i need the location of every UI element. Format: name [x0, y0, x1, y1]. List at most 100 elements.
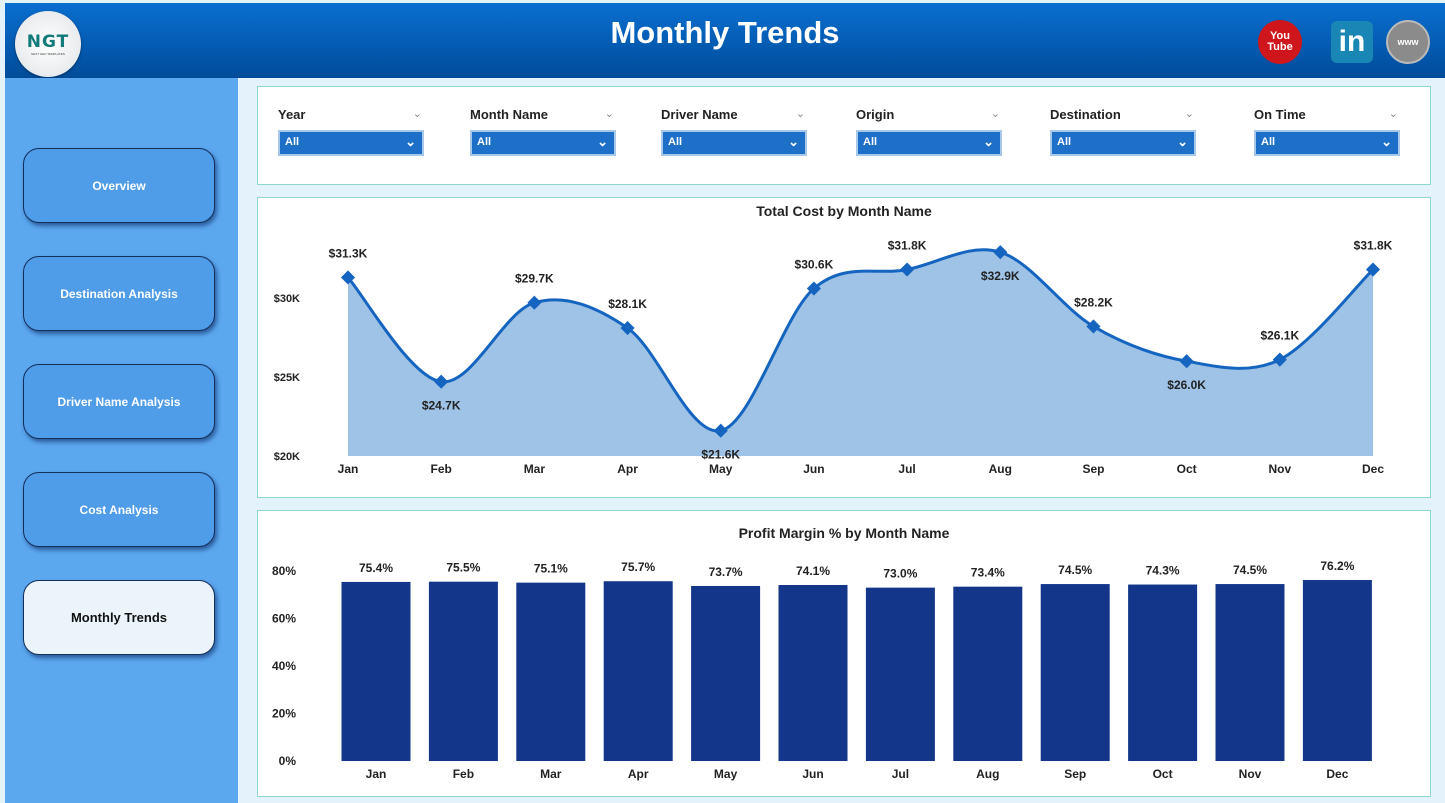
chevron-down-icon[interactable]: ⌄ [1388, 108, 1398, 120]
filter-value: All [863, 136, 878, 148]
filter-label: Driver Name [661, 107, 738, 122]
chevron-down-icon: ⌄ [597, 134, 608, 149]
data-label: 76.2% [1320, 559, 1354, 573]
profit-bar [1215, 584, 1285, 761]
chevron-down-icon[interactable]: ⌄ [795, 108, 805, 120]
profit-bar [953, 586, 1023, 761]
linkedin-icon[interactable]: in [1331, 21, 1373, 63]
filter-label: Destination [1050, 107, 1121, 122]
profit-margin-chart: Profit Margin % by Month Name 0% 20% 40% 60… [257, 510, 1431, 797]
data-point-marker [993, 245, 1008, 260]
profit-bar [516, 582, 586, 761]
data-label: $26.0K [1167, 378, 1206, 392]
data-label: 74.3% [1146, 564, 1180, 578]
profit-bar [428, 581, 498, 761]
filter-value: All [1057, 136, 1072, 148]
filter-panel: Year ⌄ All ⌄ Month Name ⌄ All ⌄ Driver Name ⌄ All ⌄… [257, 86, 1431, 185]
x-tick-label: Jan [338, 462, 359, 476]
chevron-down-icon: ⌄ [405, 134, 416, 149]
filter-dropdown[interactable]: All ⌄ [1050, 130, 1196, 156]
nav-destination-analysis[interactable]: Destination Analysis [23, 256, 215, 331]
nav-overview[interactable]: Overview [23, 148, 215, 223]
x-tick-label: Dec [1326, 767, 1348, 781]
y-tick-label: 80% [272, 564, 296, 578]
filter-month-name[interactable]: Month Name ⌄ All ⌄ [470, 107, 616, 156]
data-point-marker [340, 270, 356, 285]
filter-on-time[interactable]: On Time ⌄ All ⌄ [1254, 107, 1400, 156]
data-point-marker [713, 423, 728, 438]
profit-bar [1302, 580, 1372, 761]
x-tick-label: Apr [628, 767, 649, 781]
data-label: $31.8K [1354, 239, 1393, 253]
chevron-down-icon[interactable]: ⌄ [1184, 108, 1194, 120]
chart-title: Total Cost by Month Name [756, 203, 932, 219]
data-label: $29.7K [515, 272, 554, 286]
nav-cost-analysis[interactable]: Cost Analysis [23, 472, 215, 547]
header: NGT NEXT GEN TEMPLATES Monthly Trends You… [5, 3, 1445, 78]
x-tick-label: May [714, 767, 738, 781]
data-point-marker [900, 262, 915, 277]
x-tick-label: Feb [431, 462, 452, 476]
data-label: $30.6K [795, 258, 834, 272]
filter-dropdown[interactable]: All ⌄ [661, 130, 807, 156]
data-label: 74.5% [1058, 563, 1092, 577]
filter-dropdown[interactable]: All ⌄ [278, 130, 424, 156]
x-tick-label: Jun [803, 462, 824, 476]
chevron-down-icon: ⌄ [1177, 134, 1188, 149]
filter-year[interactable]: Year ⌄ All ⌄ [278, 107, 424, 156]
x-tick-label: Aug [989, 462, 1012, 476]
bar-chart-svg: 0% 20% 40% 60% 80% 75.4% Jan 75.5% Feb 75.1% Mar 75… [272, 559, 1372, 781]
x-tick-label: Oct [1153, 767, 1173, 781]
ngt-logo: NGT NEXT GEN TEMPLATES [15, 11, 81, 77]
profit-bar [691, 585, 761, 761]
chevron-down-icon[interactable]: ⌄ [990, 108, 1000, 120]
profit-bar [778, 585, 848, 761]
filter-destination[interactable]: Destination ⌄ All ⌄ [1050, 107, 1196, 156]
y-tick-label: $20K [274, 451, 300, 463]
x-tick-label: Feb [453, 767, 474, 781]
profit-bar [865, 587, 935, 761]
x-tick-label: Apr [617, 462, 638, 476]
logo-text: NGT [26, 32, 70, 52]
chevron-down-icon: ⌄ [788, 134, 799, 149]
y-tick-label: 20% [272, 707, 296, 721]
profit-bar [341, 581, 411, 761]
data-point-marker [434, 374, 449, 389]
chevron-down-icon[interactable]: ⌄ [412, 108, 422, 120]
data-label: 75.1% [534, 562, 568, 576]
filter-label: Year [278, 107, 306, 122]
filter-dropdown[interactable]: All ⌄ [1254, 130, 1400, 156]
filter-label: On Time [1254, 107, 1306, 122]
youtube-icon[interactable]: You Tube [1258, 20, 1302, 64]
x-tick-label: Mar [540, 767, 562, 781]
x-tick-label: May [709, 462, 733, 476]
profit-bar [1128, 584, 1198, 761]
filter-origin[interactable]: Origin ⌄ All ⌄ [856, 107, 1002, 156]
profit-bar [1040, 584, 1110, 761]
globe-icon[interactable]: www [1386, 20, 1430, 64]
data-point-marker [1365, 262, 1381, 277]
x-tick-label: Jun [802, 767, 823, 781]
data-label: $28.1K [608, 297, 647, 311]
x-tick-label: Oct [1177, 462, 1197, 476]
x-tick-label: Jul [892, 767, 909, 781]
nav-driver-name-analysis[interactable]: Driver Name Analysis [23, 364, 215, 439]
data-label: 75.4% [359, 561, 393, 575]
data-label: 73.0% [883, 567, 917, 581]
y-tick-label: 60% [272, 612, 296, 626]
filter-dropdown[interactable]: All ⌄ [856, 130, 1002, 156]
x-tick-label: Jan [366, 767, 387, 781]
filter-driver-name[interactable]: Driver Name ⌄ All ⌄ [661, 107, 807, 156]
data-label: $21.6K [701, 448, 740, 462]
data-point-marker [1179, 354, 1194, 369]
data-label: 75.5% [446, 561, 480, 575]
nav-monthly-trends[interactable]: Monthly Trends [23, 580, 215, 655]
filter-dropdown[interactable]: All ⌄ [470, 130, 616, 156]
chevron-down-icon[interactable]: ⌄ [604, 108, 614, 120]
filter-label: Month Name [470, 107, 548, 122]
data-label: 74.1% [796, 564, 830, 578]
filter-value: All [477, 136, 492, 148]
x-tick-label: Nov [1239, 767, 1262, 781]
data-label: 74.5% [1233, 563, 1267, 577]
x-tick-label: Mar [524, 462, 546, 476]
